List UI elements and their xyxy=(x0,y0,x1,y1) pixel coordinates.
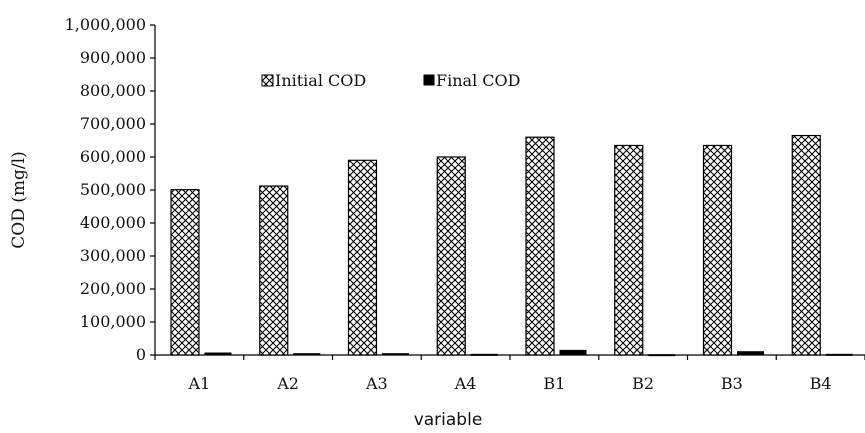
y-tick-label: 900,000 xyxy=(80,48,146,67)
y-tick-label: 400,000 xyxy=(80,213,146,232)
y-tick-label: 600,000 xyxy=(80,147,146,166)
legend-label-initial: Initial COD xyxy=(275,71,366,90)
x-tick-label-b2: B2 xyxy=(632,374,654,393)
y-tick-label: 300,000 xyxy=(80,246,146,265)
bar-initial-cod-a1 xyxy=(170,189,200,356)
legend: Initial COD Final COD xyxy=(261,71,520,90)
y-tick-label: 800,000 xyxy=(80,81,146,100)
bars-group xyxy=(170,134,853,357)
legend-swatch-final xyxy=(423,74,435,86)
y-tick-label: 200,000 xyxy=(80,279,146,298)
bar-final-cod-a3 xyxy=(382,353,409,356)
x-tick-label-b3: B3 xyxy=(721,374,743,393)
y-tick-label: 100,000 xyxy=(80,312,146,331)
x-tick-label-a3: A3 xyxy=(365,374,388,393)
bar-final-cod-a1 xyxy=(204,352,232,356)
bar-initial-cod-a4 xyxy=(436,156,466,356)
x-axis-label: variable xyxy=(414,410,483,430)
bar-final-cod-b4 xyxy=(825,353,853,356)
bar-initial-cod-b4 xyxy=(791,134,821,356)
y-axis-ticks: 0 100,000 200,000 300,000 400,000 500,000 600,… xyxy=(65,15,155,364)
y-tick-label: 700,000 xyxy=(80,114,146,133)
x-tick-label-a2: A2 xyxy=(276,374,299,393)
bar-initial-cod-b3 xyxy=(702,144,733,356)
bar-initial-cod-a3 xyxy=(347,159,378,356)
bar-final-cod-b2 xyxy=(648,354,676,357)
bar-final-cod-b1 xyxy=(559,349,587,356)
y-tick-label: 0 xyxy=(136,345,146,364)
bar-initial-cod-a2 xyxy=(259,185,289,356)
x-tick-label-b4: B4 xyxy=(810,374,832,393)
x-axis-ticks: A1 A2 A3 A4 B1 B2 B3 B4 xyxy=(154,355,865,393)
bar-initial-cod-b1 xyxy=(525,136,555,356)
x-tick-label-b1: B1 xyxy=(543,374,565,393)
legend-swatch-initial xyxy=(261,74,274,87)
x-tick-label-a1: A1 xyxy=(188,374,211,393)
y-tick-label: 1,000,000 xyxy=(65,15,146,34)
y-tick-label: 500,000 xyxy=(80,180,146,199)
legend-label-final: Final COD xyxy=(436,71,520,90)
bar-initial-cod-b2 xyxy=(614,144,644,356)
bar-final-cod-b3 xyxy=(737,351,764,356)
y-axis-label: COD (mg/l) xyxy=(9,151,29,248)
bar-final-cod-a4 xyxy=(470,353,498,356)
bar-final-cod-a2 xyxy=(293,353,321,356)
x-tick-label-a4: A4 xyxy=(454,374,477,393)
